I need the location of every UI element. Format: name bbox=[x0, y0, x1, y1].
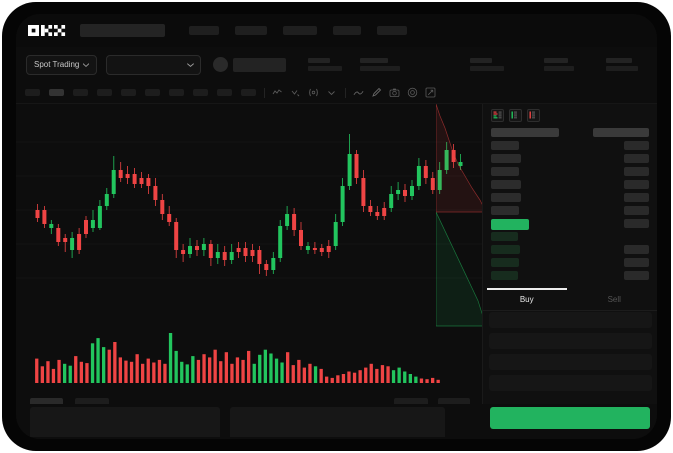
market-stat-3 bbox=[544, 58, 575, 71]
spread-indicator bbox=[491, 219, 529, 230]
chevron-down-icon bbox=[187, 62, 195, 67]
timeframe-2[interactable] bbox=[73, 89, 88, 96]
order-field-3[interactable] bbox=[489, 375, 652, 391]
trading-pair-select[interactable] bbox=[106, 54, 202, 75]
table-row[interactable] bbox=[483, 154, 657, 163]
timeframe-6[interactable] bbox=[169, 89, 184, 96]
buy-submit-button[interactable] bbox=[490, 407, 650, 429]
timeframe-1[interactable] bbox=[49, 89, 64, 96]
tab-buy[interactable]: Buy bbox=[483, 288, 571, 310]
market-stat-1 bbox=[360, 58, 401, 71]
timeframe-3[interactable] bbox=[97, 89, 112, 96]
search-input[interactable] bbox=[80, 24, 165, 37]
pair-avatar bbox=[213, 57, 229, 72]
market-header: Spot Trading bbox=[16, 47, 657, 82]
market-stat-4 bbox=[606, 58, 639, 71]
price-candlestick-chart[interactable] bbox=[16, 104, 482, 304]
table-row[interactable] bbox=[483, 141, 657, 150]
nav-item-2[interactable] bbox=[283, 26, 317, 35]
market-stat-2 bbox=[470, 58, 505, 71]
pencil-icon[interactable] bbox=[371, 87, 382, 98]
nav-items bbox=[189, 26, 407, 35]
trading-mode-label: Spot Trading bbox=[34, 60, 80, 69]
chart-action-0[interactable] bbox=[394, 397, 428, 406]
orderbook[interactable] bbox=[483, 126, 657, 280]
bottom-panel-1[interactable] bbox=[230, 407, 445, 437]
okx-logo-icon[interactable] bbox=[28, 25, 66, 36]
market-stat-0 bbox=[308, 58, 343, 71]
last-price bbox=[233, 57, 287, 72]
camera-icon[interactable] bbox=[389, 87, 400, 98]
table-row[interactable] bbox=[483, 193, 657, 202]
table-row[interactable] bbox=[483, 167, 657, 176]
table-row[interactable] bbox=[483, 271, 657, 280]
asks-only-icon[interactable] bbox=[527, 109, 540, 122]
chevron-down-icon[interactable] bbox=[326, 87, 337, 98]
nav-item-3[interactable] bbox=[333, 26, 361, 35]
timeframe-7[interactable] bbox=[193, 89, 208, 96]
chevron-down-icon bbox=[83, 62, 90, 67]
orderbook-col-price bbox=[491, 128, 559, 137]
nav-item-4[interactable] bbox=[377, 26, 407, 35]
toolbar-divider bbox=[264, 87, 265, 98]
timeframe-9[interactable] bbox=[241, 89, 256, 96]
nav-item-0[interactable] bbox=[189, 26, 219, 35]
timeframe-4[interactable] bbox=[121, 89, 136, 96]
chart-toolbar bbox=[16, 82, 657, 104]
table-row[interactable] bbox=[483, 245, 657, 254]
toolbar-divider bbox=[345, 87, 346, 98]
settings-target-icon[interactable] bbox=[407, 87, 418, 98]
order-field-0[interactable] bbox=[489, 312, 652, 328]
fullscreen-icon[interactable] bbox=[425, 87, 436, 98]
top-navigation-bar bbox=[16, 14, 657, 47]
orderbook-header-row bbox=[483, 128, 657, 137]
chart-pane[interactable] bbox=[16, 104, 487, 411]
candlestick-icon[interactable] bbox=[272, 87, 283, 98]
table-row[interactable] bbox=[483, 232, 657, 241]
app-screen: Spot Trading bbox=[16, 14, 657, 439]
order-field-1[interactable] bbox=[489, 333, 652, 349]
indicator-icon[interactable] bbox=[308, 87, 319, 98]
both-sides-icon[interactable] bbox=[491, 109, 504, 122]
timeframe-0[interactable] bbox=[25, 89, 40, 96]
orderbook-view-modes bbox=[483, 104, 657, 126]
chart-action-1[interactable] bbox=[438, 397, 470, 406]
timeframe-8[interactable] bbox=[217, 89, 232, 96]
bottom-panel-0[interactable] bbox=[30, 407, 220, 437]
chevron-down-icon[interactable] bbox=[290, 87, 301, 98]
volume-bar-chart bbox=[35, 333, 440, 383]
main-content-row: Buy Sell bbox=[16, 104, 657, 411]
bids-only-icon[interactable] bbox=[509, 109, 522, 122]
order-field-2[interactable] bbox=[489, 354, 652, 370]
okx-wordmark-icon bbox=[28, 25, 66, 36]
bottom-bar bbox=[16, 404, 657, 439]
tab-sell[interactable]: Sell bbox=[607, 295, 621, 304]
table-row[interactable] bbox=[483, 206, 657, 215]
market-depth-chart bbox=[436, 104, 487, 327]
orderbook-col-amount bbox=[593, 128, 649, 137]
orderbook-spread-row bbox=[483, 219, 657, 230]
trendline-icon[interactable] bbox=[353, 87, 364, 98]
chart-tab-1[interactable] bbox=[75, 397, 109, 406]
order-form bbox=[483, 312, 657, 396]
timeframe-5[interactable] bbox=[145, 89, 160, 96]
table-row[interactable] bbox=[483, 258, 657, 267]
nav-item-1[interactable] bbox=[235, 26, 267, 35]
order-panel: Buy Sell bbox=[482, 104, 657, 404]
table-row[interactable] bbox=[483, 180, 657, 189]
order-side-tabs: Buy Sell bbox=[483, 288, 657, 311]
trading-mode-select[interactable]: Spot Trading bbox=[26, 54, 98, 75]
